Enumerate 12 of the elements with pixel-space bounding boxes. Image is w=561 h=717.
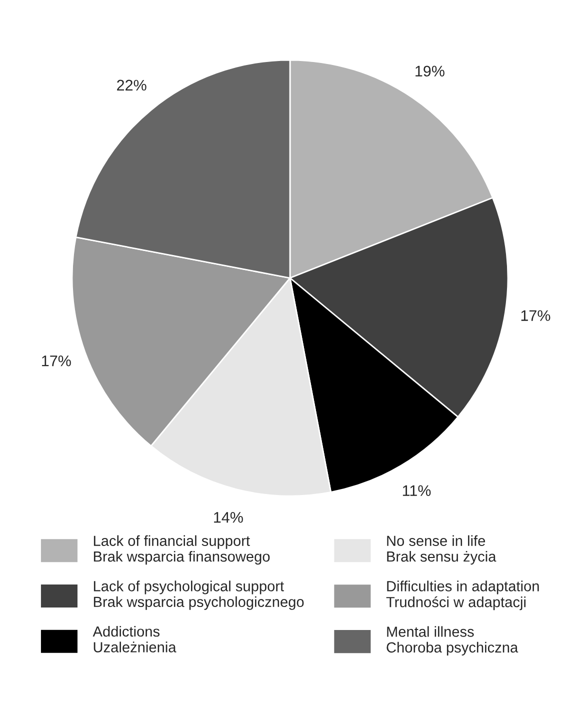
legend-label: Lack of financial support Brak wsparcia finansowego (94, 535, 270, 565)
legend-label: No sense in life Brak sensu życia (387, 535, 496, 565)
data-label: 17% (42, 356, 71, 366)
legend-label: Addictions Uzależnienia (92, 626, 176, 652)
data-label: 11% (402, 485, 431, 496)
legend-label: Difficulties in adaptation Trudności w adaptacji (386, 580, 539, 610)
data-label: 17% (521, 310, 550, 321)
legend-label: Lack of psychological support Brak wsparcia psychologicznego (94, 580, 304, 610)
legend-label: Mental illness Choroba psychiczna (386, 626, 518, 656)
data-label: 14% (214, 512, 243, 523)
data-label: 19% (416, 66, 444, 77)
data-label: 22% (117, 80, 146, 91)
